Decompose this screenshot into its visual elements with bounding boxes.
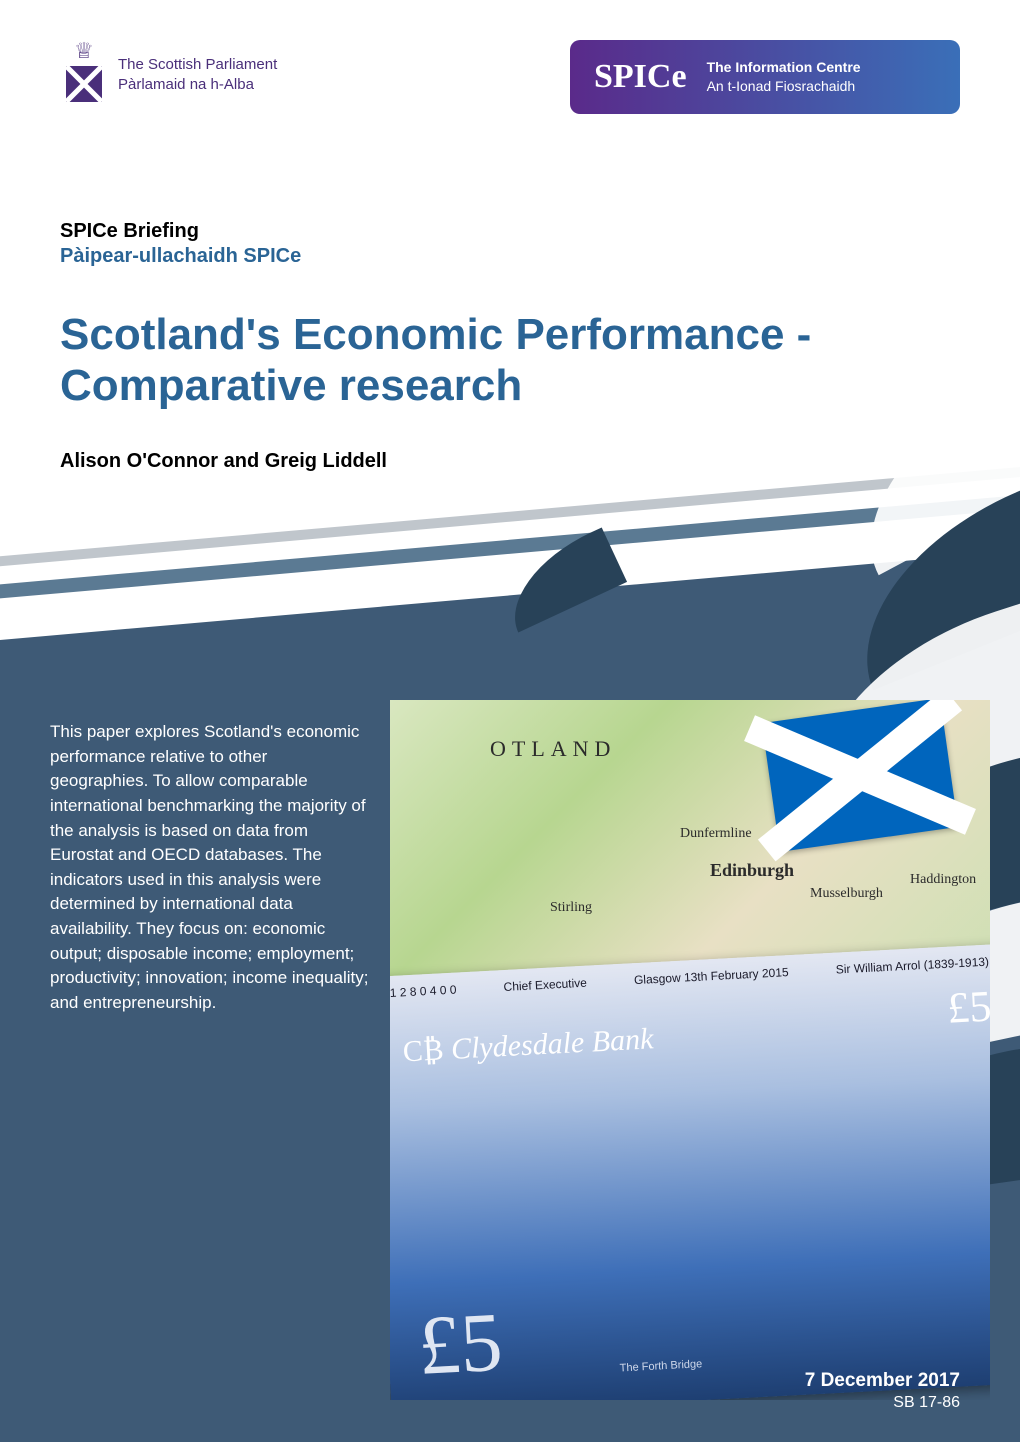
scottish-parliament-logo: ♕ The Scottish Parliament Pàrlamaid na h… xyxy=(60,40,277,110)
parliament-name-gd: Pàrlamaid na h-Alba xyxy=(118,75,277,95)
parliament-name-en: The Scottish Parliament xyxy=(118,55,277,75)
map-town-label: Stirling xyxy=(550,900,592,916)
banknote-denomination-right: £5 xyxy=(946,981,990,1034)
banknote-issuer-left: Chief Executive xyxy=(503,976,587,994)
parliament-crest-icon: ♕ xyxy=(60,40,108,110)
bank-name-text: Clydesdale Bank xyxy=(450,1022,654,1066)
spice-tagline: The Information Centre An t-Ionad Fiosra… xyxy=(707,58,861,96)
briefing-label-block: SPICe Briefing Pàipear-ullachaidh SPICe xyxy=(60,220,301,268)
map-town-label: Haddington xyxy=(910,872,976,888)
banknote-serial: 1 2 8 0 4 0 0 xyxy=(390,982,457,999)
banknote-bridge-caption: The Forth Bridge xyxy=(619,1358,702,1374)
crown-icon: ♕ xyxy=(74,40,94,62)
abstract-text: This paper explores Scotland's economic … xyxy=(50,720,370,1016)
bank-logo-mark: C₿ xyxy=(402,1033,444,1068)
banknote-portrait-caption: Sir William Arrol (1839-1913) xyxy=(835,955,989,977)
scotland-flag-graphic xyxy=(762,700,958,852)
banknote-bank-name: C₿ Clydesdale Bank xyxy=(402,1022,654,1069)
publication-date: 7 December 2017 xyxy=(805,1370,960,1392)
spice-brand: SPICe xyxy=(594,58,687,96)
map-town-label: Musselburgh xyxy=(810,886,883,902)
saltire-icon xyxy=(66,66,102,102)
banknote-denomination-left: £5 xyxy=(416,1294,505,1395)
cover-image-collage: OTLAND Edinburgh Stirling Dunfermline Ki… xyxy=(390,700,990,1400)
authors-line: Alison O'Connor and Greig Liddell xyxy=(60,450,387,473)
briefing-label-gd: Pàipear-ullachaidh SPICe xyxy=(60,245,301,268)
document-title: Scotland's Economic Performance - Compar… xyxy=(60,310,900,411)
map-town-label: Dunfermline xyxy=(680,826,752,842)
map-region-label: OTLAND xyxy=(490,736,616,762)
reference-number: SB 17-86 xyxy=(805,1394,960,1412)
spice-tagline-en: The Information Centre xyxy=(707,58,861,77)
banknote-issuer-right: Glasgow 13th February 2015 xyxy=(634,965,789,987)
spice-tagline-gd: An t-Ionad Fiosrachaidh xyxy=(707,77,861,96)
banknote-graphic: 1 2 8 0 4 0 0 Chief Executive Glasgow 13… xyxy=(390,944,990,1400)
footer-meta: 7 December 2017 SB 17-86 xyxy=(805,1370,960,1412)
map-city-label: Edinburgh xyxy=(710,860,794,881)
page-header: ♕ The Scottish Parliament Pàrlamaid na h… xyxy=(60,40,960,130)
parliament-logo-text: The Scottish Parliament Pàrlamaid na h-A… xyxy=(118,55,277,96)
briefing-label-en: SPICe Briefing xyxy=(60,220,301,243)
spice-logo: SPICe The Information Centre An t-Ionad … xyxy=(570,40,960,114)
